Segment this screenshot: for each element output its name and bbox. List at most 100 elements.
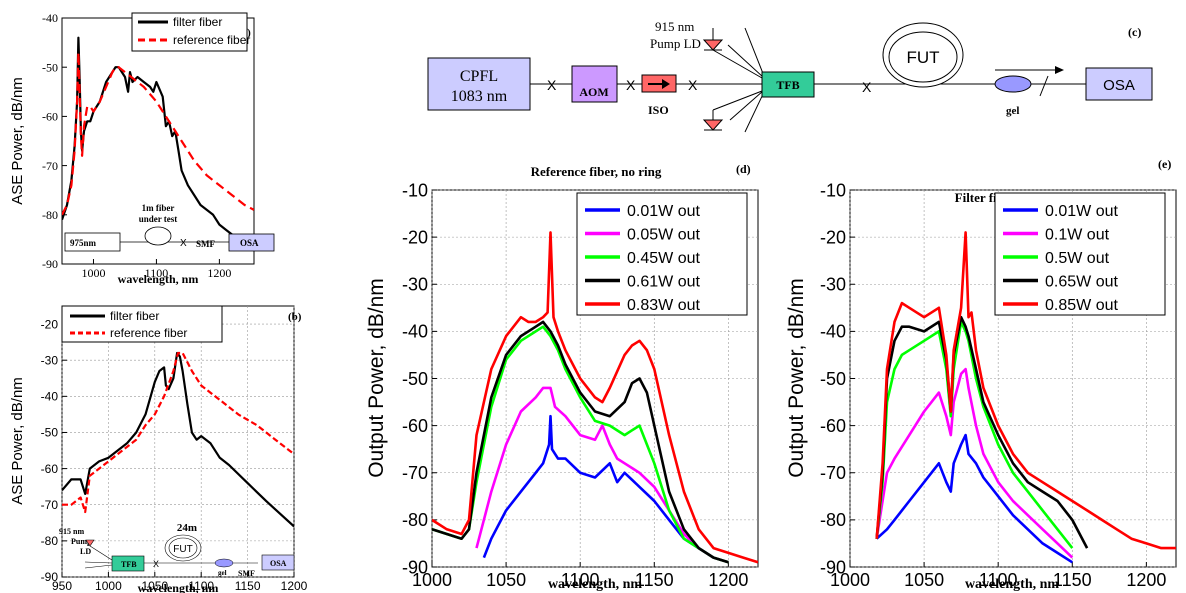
- series-line-0-01w-out: [875, 433, 1073, 564]
- legend-entry: 0.61W out: [627, 274, 700, 291]
- inset-b-fut: FUT: [173, 544, 192, 555]
- series-line-reference-fiber: [62, 351, 294, 514]
- panel-d-title: Reference fiber, no ring: [531, 164, 662, 179]
- diagram-c-iso-arrow-icon: [648, 79, 670, 89]
- inset-b-pump3: LD: [80, 547, 91, 556]
- y-tick-label: -70: [42, 159, 58, 173]
- y-tick-label: -40: [820, 322, 846, 342]
- x-tick-label: 1050: [141, 579, 168, 593]
- inset-b-osa: OSA: [270, 559, 287, 568]
- panel-e-legend: 0.01W out 0.1W out 0.5W out 0.65W out 0.85W …: [994, 192, 1166, 316]
- panel-e-series: [875, 231, 1176, 564]
- inset-a-osa-box: [228, 233, 275, 252]
- panel-d-label: (d): [736, 162, 751, 176]
- inset-b-tfb-box: [111, 555, 145, 572]
- inset-b-fut-coil-inner: [168, 537, 198, 559]
- x-tick-label: 950: [52, 579, 72, 593]
- y-tick-label: -70: [41, 498, 59, 512]
- panel-e-axes: 1000 1050 1100 1150 1200 -90 -80 -70 -60 -50 -40 -3…: [820, 180, 1176, 590]
- panel-a-ylabel: ASE Power, dB/nm: [9, 77, 26, 205]
- x-tick-label: 1100: [561, 570, 600, 590]
- y-tick-label: -90: [820, 557, 846, 577]
- y-tick-label: -20: [41, 317, 59, 331]
- diagram-c-fut-coil: [882, 22, 964, 88]
- legend-entry: 0.01W out: [627, 203, 700, 220]
- diagram-c-cpfl: CPFL: [460, 68, 498, 85]
- inset-b-gel-drop: [214, 558, 234, 568]
- diagram-c-cpfl-wavelength: 1083 nm: [451, 88, 508, 105]
- y-tick-label: -60: [402, 416, 428, 436]
- diagram-c-aom-box: [571, 65, 618, 103]
- x-tick-label: 1100: [188, 579, 214, 593]
- panel-a-legend-box: [131, 12, 248, 52]
- y-tick-label: -70: [820, 463, 846, 483]
- diagram-c-direction-arrow-icon: [1055, 66, 1064, 74]
- inset-b-pump: 915 nm: [59, 527, 84, 536]
- panel-a-legend-reference: reference fiber: [173, 33, 250, 47]
- diagram-c-pump-ld: Pump LD: [650, 36, 701, 51]
- inset-b-tfb: TFB: [121, 560, 137, 569]
- diagram-c: (c) CPFL 1083 nm X AOM X ISO X 915 nm Pu…: [427, 19, 1153, 133]
- x-tick-label: 1150: [1053, 570, 1092, 590]
- x-tick-label: 1150: [635, 570, 674, 590]
- inset-b-pump2: Pump: [71, 537, 92, 546]
- y-tick-label: -60: [42, 110, 58, 124]
- legend-entry: 0.1W out: [1045, 227, 1110, 244]
- panel-b-legend-reference: reference fiber: [110, 326, 187, 340]
- legend-entry: 0.5W out: [1045, 250, 1110, 267]
- diagram-c-osa: OSA: [1103, 77, 1135, 94]
- y-tick-label: -20: [402, 227, 428, 247]
- panel-b-legend: filter fiber reference fiber: [61, 305, 223, 343]
- x-tick-label: 1100: [145, 266, 169, 280]
- diagram-c-tfb: TFB: [776, 78, 799, 92]
- x-tick-label: 1200: [708, 570, 748, 590]
- panel-d-legend: 0.01W out 0.05W out 0.45W out 0.61W out 0.83…: [576, 192, 748, 316]
- panel-b-legend-filter: filter fiber: [110, 309, 159, 323]
- x-tick-label: 1200: [281, 579, 308, 593]
- y-tick-label: -20: [820, 227, 846, 247]
- panel-d-xlabel: wavelength, nm: [548, 577, 642, 592]
- series-line-0-85w-out: [875, 231, 1176, 550]
- inset-a-smf: SMF: [196, 239, 216, 249]
- inset-a-osa: OSA: [240, 238, 259, 248]
- panel-d-ylabel: Output Power, dB/nm: [365, 278, 388, 478]
- x-tick-label: 1200: [207, 266, 231, 280]
- diagram-c-pump-combiner-leads: [712, 27, 765, 133]
- series-line-0-1w-out: [875, 367, 1074, 559]
- inset-b-pump-lead2: [84, 561, 113, 564]
- panel-e-ylabel: Output Power, dB/nm: [785, 278, 808, 478]
- y-tick-label: -60: [820, 416, 846, 436]
- series-line-0-45w-out: [432, 325, 729, 564]
- diagram-c-tfb-box: [761, 71, 815, 98]
- diagram-c-splice-2: X: [626, 77, 636, 93]
- y-tick-label: -60: [41, 462, 59, 476]
- panel-a-series: [62, 36, 254, 251]
- legend-entry: 0.85W out: [1045, 297, 1118, 314]
- x-tick-label: 1050: [904, 570, 944, 590]
- y-tick-label: -40: [42, 11, 58, 25]
- inset-a-splice: X: [180, 238, 187, 249]
- panel-a-inset: 975nm 1m fiber under test X SMF OSA: [64, 203, 275, 252]
- panel-a-xlabel: wavelength, nm: [118, 272, 199, 286]
- panel-a-legend: filter fiber reference fiber: [131, 12, 250, 52]
- panel-e-legend-box: [994, 192, 1166, 316]
- x-tick-label: 1050: [486, 570, 526, 590]
- legend-entry: 0.83W out: [627, 297, 700, 314]
- panel-e-label: (e): [1158, 157, 1171, 171]
- inset-a-fiber-coil: [144, 226, 172, 246]
- inset-b-pump-lead3: [84, 564, 113, 569]
- panel-a-legend-filter: filter fiber: [173, 15, 222, 29]
- panel-d: 1000 1050 1100 1150 1200 -90 -80 -70 -60 -50 -40 -3…: [365, 162, 759, 592]
- y-tick-label: -90: [42, 257, 58, 271]
- x-tick-label: 1000: [412, 570, 452, 590]
- legend-entry: 0.05W out: [627, 227, 700, 244]
- diagram-c-splice-3: X: [688, 77, 698, 93]
- diagram-c-label: (c): [1128, 25, 1141, 39]
- x-tick-label: 1100: [979, 570, 1018, 590]
- panel-b-label: (b): [288, 311, 302, 323]
- x-tick-label: 1150: [235, 579, 261, 593]
- diagram-c-pump-diode-top-icon: [702, 39, 724, 51]
- y-tick-label: -30: [820, 275, 846, 295]
- diagram-c-cpfl-box: [427, 57, 531, 111]
- inset-b-smf: SMF: [238, 569, 255, 578]
